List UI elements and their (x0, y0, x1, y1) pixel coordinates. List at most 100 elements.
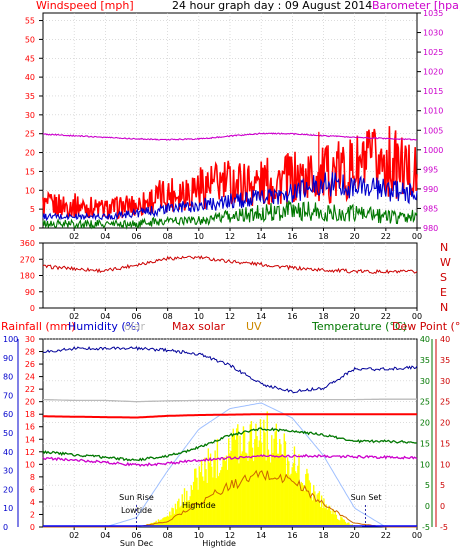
compass-label-n: N (440, 241, 448, 254)
windspeed-tick-label: 45 (25, 54, 35, 63)
direction-xaxis-tick-label: 08 (163, 312, 173, 321)
rainfall-tick-label: 4 (30, 498, 35, 507)
dewpoint-tick-label: 10 (440, 460, 450, 469)
series-dew-point (42, 427, 418, 462)
temperature-axis-label: Temperature (°C) (311, 320, 407, 333)
wind-xaxis-tick-label: 10 (194, 232, 204, 241)
hightide-2-annotation: Hightide (202, 539, 236, 548)
series-wind-low (42, 200, 418, 230)
climate-xaxis-tick-label: 14 (256, 531, 266, 540)
barometer-tick-label: 1000 (423, 146, 443, 155)
direction-xaxis-tick-label: 14 (256, 312, 266, 321)
barometer-tick-label: 1035 (423, 9, 443, 18)
barometer-tick-label: 1030 (423, 29, 443, 38)
windspeed-tick-label: 40 (25, 73, 35, 82)
climate-xaxis-tick-label: 22 (381, 531, 391, 540)
humidity-tick-label: 10 (3, 504, 13, 513)
climate-xaxis-tick-label: 02 (69, 531, 79, 540)
direction-xaxis-tick-label: 12 (225, 312, 235, 321)
climate-xaxis-tick-label: 00 (412, 531, 422, 540)
humidity-tick-label: 80 (3, 373, 13, 382)
barometer-tick-label: 1020 (423, 68, 443, 77)
humidity-tick-label: 70 (3, 391, 13, 400)
series-wind-direction (42, 255, 418, 275)
compass-label-e: E (440, 286, 447, 299)
compass-label-s: S (440, 271, 447, 284)
windspeed-tick-label: 50 (25, 35, 35, 44)
barometer-tick-label: 985 (423, 204, 438, 213)
sun-dec-annotation: Sun Dec (120, 539, 153, 548)
direction-tick-label: 90 (25, 288, 35, 297)
dewpoint-tick-label: 20 (440, 419, 450, 428)
direction-xaxis-tick-label: 00 (412, 312, 422, 321)
temperature-tick-label: 30 (420, 377, 430, 386)
direction-tick-label: 360 (20, 239, 35, 248)
uv-label: UV (246, 320, 262, 333)
windspeed-tick-label: 15 (25, 167, 35, 176)
series-max-temperature (43, 398, 417, 403)
windspeed-tick-label: 35 (25, 92, 35, 101)
direction-tick-label: 180 (20, 272, 35, 281)
dewpoint-tick-label: 0 (440, 502, 445, 511)
climate-xaxis-tick-label: 10 (194, 531, 204, 540)
humidity-tick-label: 0 (3, 523, 8, 532)
temperature-tick-label: 0 (425, 502, 430, 511)
rainfall-tick-label: 8 (30, 473, 35, 482)
barometer-tick-label: 995 (423, 165, 438, 174)
wind-xaxis-tick-label: 00 (412, 232, 422, 241)
humidity-tick-label: 90 (3, 354, 13, 363)
humidity-tick-label: 40 (3, 448, 13, 457)
temperature-tick-label: 25 (420, 398, 430, 407)
dewpoint-tick-label: 15 (440, 439, 450, 448)
windspeed-tick-label: 20 (25, 149, 35, 158)
chart-marks: 0510152025303540455055980985990995100010… (3, 9, 451, 548)
barometer-tick-label: 1015 (423, 87, 443, 96)
temperature-tick-label: 35 (420, 356, 430, 365)
climate-xaxis-tick-label: 04 (100, 531, 110, 540)
direction-xaxis-tick-label: 16 (287, 312, 297, 321)
rainfall-tick-label: 26 (25, 360, 35, 369)
wind-xaxis-tick-label: 08 (163, 232, 173, 241)
temperature-tick-label: 5 (425, 481, 430, 490)
dewpoint-tick-label: 30 (440, 377, 450, 386)
rainfall-axis-label: Rainfall (mm) (1, 320, 75, 333)
barometer-tick-label: 990 (423, 185, 438, 194)
temperature-tick-label: 10 (420, 460, 430, 469)
dewpoint-tick-label: 40 (440, 335, 450, 344)
series-uv (43, 469, 417, 528)
hightide-annotation: Hightide (182, 501, 216, 510)
series-barometer (42, 132, 418, 141)
climate-xaxis-tick-label: 16 (287, 531, 297, 540)
max-solar-label: Max solar (172, 320, 225, 333)
direction-xaxis-tick-label: 06 (131, 312, 141, 321)
wind-xaxis-tick-label: 20 (350, 232, 360, 241)
wind-xaxis-tick-label: 06 (131, 232, 141, 241)
direction-tick-label: 270 (20, 255, 35, 264)
dewpoint-tick-label: 5 (440, 481, 445, 490)
dewpoint-tick-label: 35 (440, 356, 450, 365)
wind-xaxis-tick-label: 02 (69, 232, 79, 241)
direction-xaxis-tick-label: 20 (350, 312, 360, 321)
temperature-tick-label: -5 (422, 523, 430, 532)
windspeed-tick-label: 0 (30, 224, 35, 233)
barometer-axis-label: Barometer [hpa] (372, 0, 460, 12)
rainfall-tick-label: 10 (25, 460, 35, 469)
windspeed-tick-label: 30 (25, 111, 35, 120)
climate-xaxis-tick-label: 12 (225, 531, 235, 540)
rainfall-tick-label: 30 (25, 335, 35, 344)
solar-label: olar (124, 320, 146, 333)
rainfall-tick-label: 24 (25, 373, 35, 382)
rainfall-tick-label: 16 (25, 423, 35, 432)
humidity-tick-label: 100 (3, 335, 18, 344)
windspeed-tick-label: 5 (30, 205, 35, 214)
windspeed-tick-label: 10 (25, 186, 35, 195)
temperature-tick-label: 20 (420, 419, 430, 428)
dewpoint-axis-label: Dew Point (°C) (392, 320, 460, 333)
temperature-tick-label: 15 (420, 439, 430, 448)
climate-xaxis-tick-label: 08 (163, 531, 173, 540)
series-windspeed (42, 172, 418, 222)
rainfall-tick-label: 2 (30, 510, 35, 519)
rainfall-tick-label: 6 (30, 485, 35, 494)
sunset-annotation: Sun Set (351, 493, 382, 502)
humidity-tick-label: 30 (3, 467, 13, 476)
